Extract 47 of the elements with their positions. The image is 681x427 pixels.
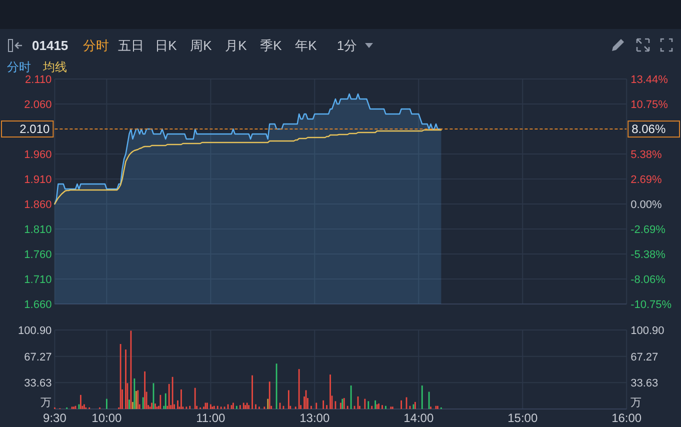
y-axis-title: 万	[40, 397, 52, 409]
y-tick-label: 67.27	[24, 351, 52, 364]
y2-tick-label: 10.75%	[630, 99, 668, 112]
y2-tick-label: 67.27	[630, 351, 658, 364]
y2-tick-label: -8.06%	[630, 274, 666, 286]
y2-tick-label: 13.44%	[630, 74, 668, 86]
y2-tick-label: -5.38%	[630, 249, 666, 262]
y-tick-label: 1.710	[24, 274, 52, 286]
x-tick-label: 13:00	[300, 411, 330, 425]
x-tick-label: 9:30	[43, 411, 67, 425]
y2-tick-label: 33.63	[630, 378, 658, 390]
text: 均线	[42, 60, 67, 74]
y-tick-label: 33.63	[24, 378, 52, 390]
text: 分时	[83, 38, 109, 53]
x-tick-label: 14:00	[404, 411, 434, 425]
y2-tick-label: -10.75%	[630, 299, 672, 311]
y-tick-label: 1.760	[24, 249, 52, 261]
text: 月K	[225, 38, 248, 53]
x-tick-label: 10:00	[92, 411, 122, 425]
y2-axis-title: 万	[630, 397, 642, 409]
x-tick-label: 11:00	[196, 411, 226, 425]
y-tick-label: 100.90	[18, 325, 52, 337]
text: 季K	[260, 38, 282, 53]
y-tick-label: 2.110	[24, 74, 52, 86]
chart-title: 01415	[32, 38, 68, 53]
text: 1分	[336, 38, 358, 53]
y-tick-label: 2.060	[24, 99, 52, 111]
text: 五日	[118, 38, 144, 53]
y2-tick-label: 100.90	[630, 325, 664, 337]
y2-tick-label: 2.69%	[630, 174, 662, 186]
y2-tick-label: -2.69%	[630, 224, 666, 236]
text: 日K	[155, 38, 178, 53]
text: 分时	[7, 60, 31, 74]
y-tick-label: 1.860	[24, 199, 52, 211]
x-tick-label: 15:00	[508, 411, 538, 425]
text: 年K	[295, 38, 318, 53]
y-tick-label: 1.960	[24, 149, 52, 161]
y-tick-label: 1.660	[24, 299, 52, 311]
x-tick-label: 16:00	[612, 411, 642, 425]
ref-line-label: 2.010	[20, 122, 50, 136]
y2-tick-label: 8.06%	[632, 122, 666, 136]
y2-tick-label: 0.00%	[630, 199, 662, 212]
text: 周K	[190, 38, 212, 53]
y-tick-label: 1.910	[24, 174, 52, 186]
y2-tick-label: 5.38%	[630, 148, 662, 161]
y-tick-label: 1.810	[24, 224, 52, 236]
line-series	[54, 129, 442, 205]
